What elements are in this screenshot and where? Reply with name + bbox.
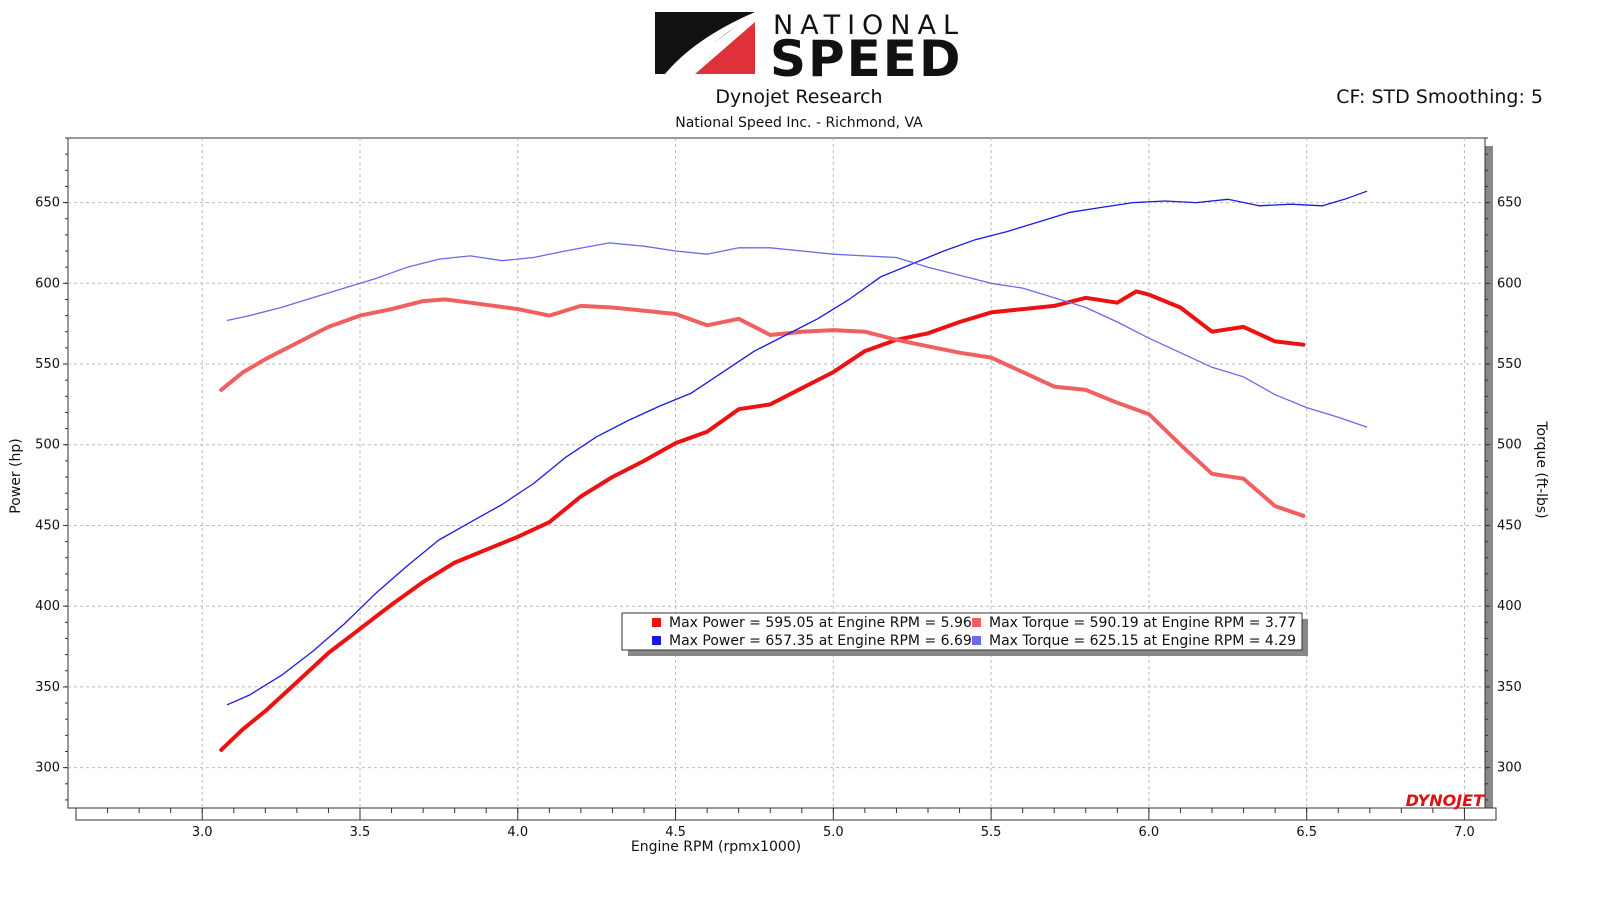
series-line-2 (219, 297, 1306, 518)
x-tick-label: 5.5 (981, 825, 1002, 840)
y-tick-label-left: 400 (35, 599, 60, 614)
legend-box (621, 612, 1303, 651)
x-tick-label: 6.5 (1296, 825, 1317, 840)
legend-entry: Max Torque = 590.19 at Engine RPM = 3.77 (989, 615, 1296, 631)
x-tick-label: 7.0 (1454, 825, 1475, 840)
y-tick-label-left: 650 (35, 196, 60, 211)
x-axis-label: Engine RPM (rpmx1000) (631, 839, 801, 855)
speed-swoosh-icon (655, 12, 759, 74)
x-tick-label: 3.5 (350, 825, 371, 840)
x-tick-label: 3.0 (192, 825, 213, 840)
y-tick-label-right: 400 (1497, 599, 1522, 614)
logo-large-text: SPEED (770, 30, 963, 88)
chart-title: Dynojet Research (715, 86, 883, 108)
x-tick-label: 4.5 (665, 825, 686, 840)
x-tick-label: 6.0 (1139, 825, 1160, 840)
series-line-1 (219, 289, 1306, 752)
legend-swatch (972, 618, 981, 627)
series-line-3 (226, 190, 1368, 706)
legend-swatch (652, 618, 661, 627)
series-line-4 (226, 242, 1368, 428)
y-tick-label-right: 600 (1497, 276, 1522, 291)
y-tick-label-left: 300 (35, 761, 60, 776)
legend-swatch (652, 636, 661, 645)
legend-entry: Max Power = 657.35 at Engine RPM = 6.69 (669, 633, 972, 649)
x-tick-label: 4.0 (507, 825, 528, 840)
y-tick-label-right: 450 (1497, 518, 1522, 533)
y-axis-label-left: Power (hp) (8, 438, 24, 513)
legend-entry: Max Power = 595.05 at Engine RPM = 5.96 (669, 615, 972, 631)
y-tick-label-left: 550 (35, 357, 60, 372)
chart-subtitle: National Speed Inc. - Richmond, VA (675, 115, 923, 131)
y-tick-label-left: 600 (35, 276, 60, 291)
y-tick-label-right: 650 (1497, 196, 1522, 211)
x-axis-band (75, 807, 1497, 821)
y-tick-label-right: 300 (1497, 761, 1522, 776)
national-speed-logo: NATIONAL SPEED (655, 8, 960, 88)
y-tick-label-left: 350 (35, 680, 60, 695)
legend-swatch (972, 636, 981, 645)
y-tick-label-left: 500 (35, 438, 60, 453)
plot-area (67, 137, 1486, 809)
dynojet-brand: DYNOJET (1406, 791, 1486, 810)
legend-entry: Max Torque = 625.15 at Engine RPM = 4.29 (989, 633, 1296, 649)
y-axis-label-right: Torque (ft-lbs) (1533, 420, 1549, 518)
y-tick-label-left: 450 (35, 518, 60, 533)
y-tick-label-right: 500 (1497, 438, 1522, 453)
logo-small-text: NATIONAL (773, 10, 965, 41)
y-tick-label-right: 550 (1497, 357, 1522, 372)
correction-factor-label: CF: STD Smoothing: 5 (1336, 86, 1543, 108)
y-tick-label-right: 350 (1497, 680, 1522, 695)
x-tick-label: 5.0 (823, 825, 844, 840)
